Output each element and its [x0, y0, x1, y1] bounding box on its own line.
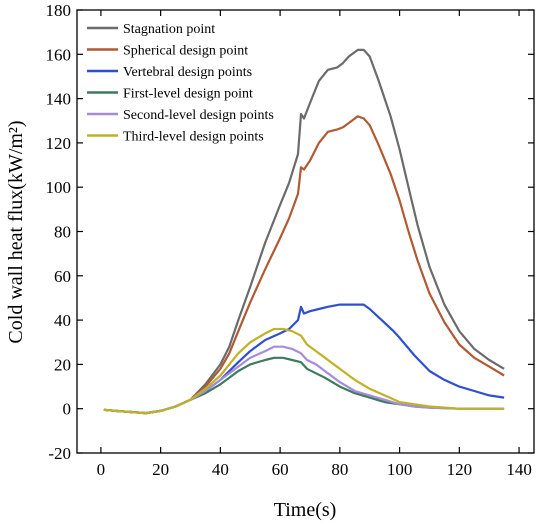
y-tick-label: 80	[54, 223, 71, 242]
x-tick-label: 0	[97, 460, 106, 479]
y-tick-label: 40	[54, 311, 71, 330]
legend-label: Stagnation point	[123, 22, 215, 37]
x-axis-title: Time(s)	[274, 499, 337, 521]
x-axis: 0 20 40 60 80 100 120 140	[97, 10, 532, 479]
y-tick-label: 100	[46, 178, 72, 197]
x-tick-label: 80	[331, 460, 348, 479]
x-tick-label: 100	[387, 460, 413, 479]
y-axis-title: Cold wall heat flux(kW/m²)	[5, 120, 27, 343]
x-tick-label: 20	[152, 460, 169, 479]
series-lines	[103, 48, 505, 415]
y-tick-label: 60	[54, 267, 71, 286]
legend-label: First-level design point	[123, 87, 253, 102]
y-tick-label: 140	[46, 90, 72, 109]
x-tick-label: 60	[272, 460, 289, 479]
y-tick-label: 120	[46, 134, 72, 153]
x-tick-label: 120	[447, 460, 473, 479]
y-tick-label: 0	[63, 400, 72, 419]
series-line-4	[103, 356, 505, 415]
legend-label: Second-level design points	[123, 108, 274, 123]
y-tick-label: -20	[48, 444, 71, 463]
y-tick-label: 20	[54, 355, 71, 374]
legend-label: Vertebral design points	[123, 65, 252, 80]
series-line-6	[103, 327, 505, 415]
x-tick-label: 140	[506, 460, 532, 479]
series-line-1	[103, 48, 505, 415]
series-line-2	[103, 115, 505, 415]
legend: Stagnation point Spherical design point Ve…	[87, 22, 274, 145]
x-tick-label: 40	[212, 460, 229, 479]
legend-label: Spherical design point	[123, 44, 248, 59]
y-tick-label: 160	[46, 45, 72, 64]
y-tick-label: 180	[46, 1, 72, 20]
y-axis: -20 0 20 40 60 80 100 120 140 160 180	[46, 1, 534, 463]
legend-label: Third-level design points	[123, 130, 264, 145]
